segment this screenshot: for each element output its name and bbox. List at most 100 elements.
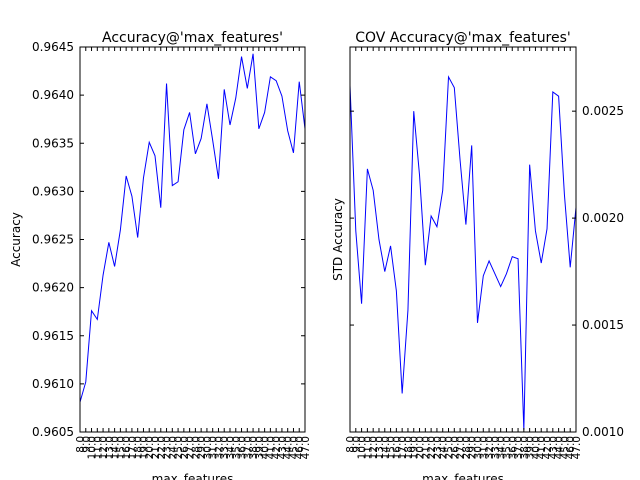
- x-tick-label: 15.0: [386, 436, 398, 459]
- x-tick-label: 40.0: [260, 436, 272, 459]
- y-tick-label: 0.9640: [32, 88, 74, 102]
- x-tick-label: 22.0: [156, 436, 168, 459]
- y-tick-label: 0.9605: [32, 425, 74, 439]
- x-tick-label: 47.0: [571, 436, 583, 459]
- x-tick-label: 32.0: [213, 436, 225, 459]
- x-tick-label: 46.0: [294, 436, 306, 459]
- chart-title: Accuracy@'max_features': [102, 30, 283, 46]
- x-tick-label: 38.0: [248, 436, 260, 459]
- x-tick-label: 25.0: [173, 436, 185, 459]
- x-tick-label: 17.0: [397, 436, 409, 459]
- x-tick-label: 8.0: [345, 436, 357, 453]
- x-tick-label: 25.0: [444, 436, 456, 459]
- x-tick-label: 24.0: [438, 436, 450, 459]
- data-line: [349, 75, 577, 430]
- x-tick-label: 18.0: [403, 436, 415, 459]
- x-tick-label: 42.0: [542, 436, 554, 459]
- x-tick-label: 47.0: [300, 436, 312, 459]
- x-tick-label: 32.0: [484, 436, 496, 459]
- x-tick-label: 45.0: [559, 436, 571, 459]
- x-tick-label: 34.0: [496, 436, 508, 459]
- x-tick-label: 43.0: [548, 436, 560, 459]
- x-tick-label: 41.0: [536, 436, 548, 459]
- x-tick-label: 44.0: [554, 436, 566, 459]
- data-line: [79, 53, 306, 403]
- x-tick-label: 40.0: [530, 436, 542, 459]
- x-tick-label: 17.0: [127, 436, 139, 459]
- x-axis-label: max_features: [152, 472, 234, 480]
- y-axis-label: STD Accuracy: [331, 198, 345, 281]
- x-tick-label: 35.0: [501, 436, 513, 459]
- y-tick-label: 0.9610: [32, 377, 74, 391]
- x-tick-label: 9.0: [81, 436, 93, 453]
- x-tick-label: 35.0: [231, 436, 243, 459]
- x-tick-label: 20.0: [415, 436, 427, 459]
- y-tick-label: 0.0020: [582, 211, 624, 225]
- x-tick-label: 11.0: [362, 436, 374, 459]
- axes-frame: [349, 46, 577, 433]
- x-tick-label: 33.0: [219, 436, 231, 459]
- x-tick-label: 45.0: [288, 436, 300, 459]
- x-tick-label: 23.0: [162, 436, 174, 459]
- x-tick-label: 19.0: [409, 436, 421, 459]
- x-tick-label: 41.0: [265, 436, 277, 459]
- x-tick-label: 14.0: [110, 436, 122, 459]
- axes-frame: [79, 46, 306, 433]
- x-tick-label: 13.0: [104, 436, 116, 459]
- x-tick-label: 44.0: [283, 436, 295, 459]
- x-tick-label: 12.0: [368, 436, 380, 459]
- x-tick-label: 16.0: [121, 436, 133, 459]
- x-tick-label: 15.0: [115, 436, 127, 459]
- y-tick-label: 0.9625: [32, 233, 74, 247]
- x-tick-label: 19.0: [138, 436, 150, 459]
- x-tick-label: 26.0: [179, 436, 191, 459]
- x-tick-label: 31.0: [478, 436, 490, 459]
- x-tick-label: 37.0: [513, 436, 525, 459]
- x-tick-label: 18.0: [133, 436, 145, 459]
- x-tick-label: 33.0: [490, 436, 502, 459]
- x-tick-label: 11.0: [92, 436, 104, 459]
- x-tick-label: 36.0: [237, 436, 249, 459]
- y-tick-label: 0.9615: [32, 329, 74, 343]
- x-tick-label: 24.0: [167, 436, 179, 459]
- x-tick-label: 31.0: [208, 436, 220, 459]
- x-tick-label: 10.0: [357, 436, 369, 459]
- x-tick-label: 23.0: [432, 436, 444, 459]
- x-tick-label: 16.0: [391, 436, 403, 459]
- x-tick-label: 39.0: [254, 436, 266, 459]
- x-tick-label: 8.0: [75, 436, 87, 453]
- x-tick-label: 30.0: [202, 436, 214, 459]
- x-tick-label: 26.0: [449, 436, 461, 459]
- x-tick-label: 22.0: [426, 436, 438, 459]
- x-tick-label: 21.0: [420, 436, 432, 459]
- x-axis-label: max_features: [422, 472, 504, 480]
- y-tick-label: 0.9635: [32, 136, 74, 150]
- x-tick-label: 29.0: [196, 436, 208, 459]
- x-tick-label: 28.0: [461, 436, 473, 459]
- x-tick-label: 10.0: [87, 436, 99, 459]
- x-tick-label: 14.0: [380, 436, 392, 459]
- x-tick-label: 43.0: [277, 436, 289, 459]
- y-axis-label: Accuracy: [9, 212, 23, 267]
- y-tick-label: 0.9620: [32, 281, 74, 295]
- x-tick-label: 42.0: [271, 436, 283, 459]
- x-tick-label: 12.0: [98, 436, 110, 459]
- x-tick-label: 21.0: [150, 436, 162, 459]
- x-tick-label: 39.0: [525, 436, 537, 459]
- x-tick-label: 9.0: [351, 436, 363, 453]
- x-tick-label: 27.0: [455, 436, 467, 459]
- x-tick-label: 36.0: [507, 436, 519, 459]
- y-tick-label: 0.9630: [32, 184, 74, 198]
- chart-title: COV Accuracy@'max_features': [355, 30, 571, 46]
- x-tick-label: 20.0: [144, 436, 156, 459]
- x-tick-label: 27.0: [185, 436, 197, 459]
- x-tick-label: 34.0: [225, 436, 237, 459]
- x-tick-label: 46.0: [565, 436, 577, 459]
- y-tick-label: 0.0010: [582, 425, 624, 439]
- y-tick-label: 0.0025: [582, 104, 624, 118]
- x-tick-label: 28.0: [190, 436, 202, 459]
- x-tick-label: 38.0: [519, 436, 531, 459]
- x-tick-label: 29.0: [467, 436, 479, 459]
- x-tick-label: 13.0: [374, 436, 386, 459]
